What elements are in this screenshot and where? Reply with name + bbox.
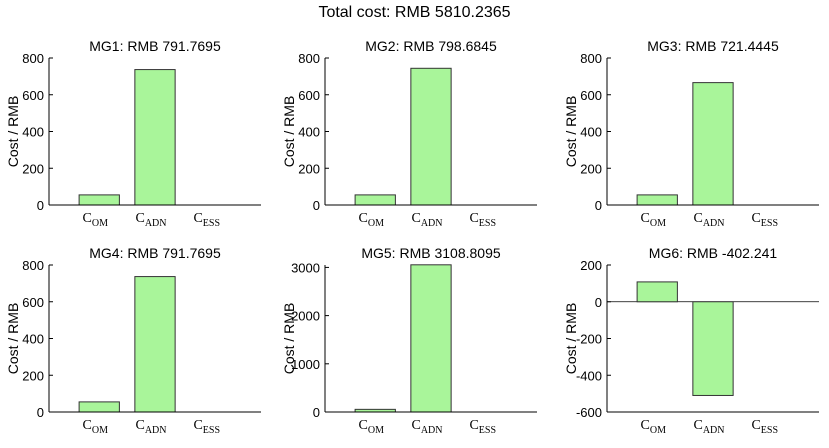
bar-om [636,281,678,303]
y-tick-label: 800 [298,51,320,66]
y-tick-label: 600 [298,88,320,103]
y-tick-label: 200 [580,161,602,176]
subplot-mg4: MG4: RMB 791.7695 Cost / RMB 0 200 400 600 800… [5,245,261,436]
bar-adn [410,67,452,206]
bar-om [78,401,120,413]
y-tick-label: 200 [298,161,320,176]
x-tick-label: CADN [135,418,166,436]
y-tick-label: 800 [22,51,44,66]
y-tick-label: 600 [580,88,602,103]
x-tick-label: CADN [693,418,724,436]
y-tick-label: 2000 [291,309,320,324]
x-tick-label: COM [359,211,385,229]
bar-adn [134,276,176,413]
x-tick-label: COM [359,418,385,436]
y-axis-label: Cost / RMB [5,303,21,375]
y-tick-label: -600 [576,405,602,420]
subplot-mg5: MG5: RMB 3108.8095 Cost / RMB 0 1000 2000 300… [281,245,537,436]
y-tick-label: 1000 [291,357,320,372]
y-tick-label: 400 [22,125,44,140]
subplot-title: MG2: RMB 798.6845 [365,38,497,54]
x-tick-label: CESS [751,211,778,229]
bar-om [636,194,678,206]
y-axis-label: Cost / RMB [5,96,21,168]
subplot-title: MG6: RMB -402.241 [649,245,778,261]
y-tick-label: 800 [22,258,44,273]
subplot-mg3: MG3: RMB 721.4445 Cost / RMB 0 200 400 600 800… [563,38,819,229]
x-tick-label: CADN [411,211,442,229]
y-tick-label: 0 [595,295,602,310]
subplot-title: MG1: RMB 791.7695 [89,38,221,54]
y-axis-label: Cost / RMB [563,96,579,168]
y-tick-label: 400 [22,332,44,347]
y-tick-label: 200 [22,161,44,176]
y-tick-label: 0 [37,198,44,213]
x-tick-label: COM [641,418,667,436]
y-tick-label: 0 [313,405,320,420]
x-tick-label: CADN [135,211,166,229]
subplot-mg2: MG2: RMB 798.6845 Cost / RMB 0 200 400 600 800… [281,38,537,229]
subplot-title: MG4: RMB 791.7695 [89,245,221,261]
x-tick-label: CESS [469,418,496,436]
bar-adn [692,82,734,206]
x-tick-label: CADN [693,211,724,229]
bar-adn [692,301,734,396]
y-tick-label: 3000 [291,260,320,275]
y-tick-label: 400 [298,125,320,140]
x-tick-label: COM [641,211,667,229]
bar-om [78,194,120,206]
subplot-title: MG3: RMB 721.4445 [647,38,779,54]
bar-adn [134,69,176,206]
y-tick-label: 200 [580,258,602,273]
subplot-mg6: MG6: RMB -402.241 Cost / RMB -600 -400 -200 0… [563,245,819,436]
y-tick-label: 200 [22,368,44,383]
bar-adn [410,264,452,413]
bar-om [354,194,396,206]
x-tick-label: CESS [469,211,496,229]
x-tick-label: COM [83,418,109,436]
y-axis-label: Cost / RMB [281,96,297,168]
subplot-mg1: MG1: RMB 791.7695 Cost / RMB 0 200 400 600 800… [5,38,261,229]
x-tick-label: CADN [411,418,442,436]
y-tick-label: 800 [580,51,602,66]
x-tick-label: CESS [193,211,220,229]
y-tick-label: 0 [37,405,44,420]
y-tick-label: 400 [580,125,602,140]
y-axis-label: Cost / RMB [281,303,297,375]
subplot-title: MG5: RMB 3108.8095 [361,245,501,261]
y-axis-label: Cost / RMB [563,303,579,375]
x-tick-label: COM [83,211,109,229]
y-tick-label: 600 [22,295,44,310]
y-tick-label: -200 [576,332,602,347]
y-tick-label: 0 [313,198,320,213]
x-tick-label: CESS [751,418,778,436]
figure-title: Total cost: RMB 5810.2365 [318,4,511,21]
y-tick-label: 0 [595,198,602,213]
x-tick-label: CESS [193,418,220,436]
y-tick-label: 600 [22,88,44,103]
y-tick-label: -400 [576,368,602,383]
